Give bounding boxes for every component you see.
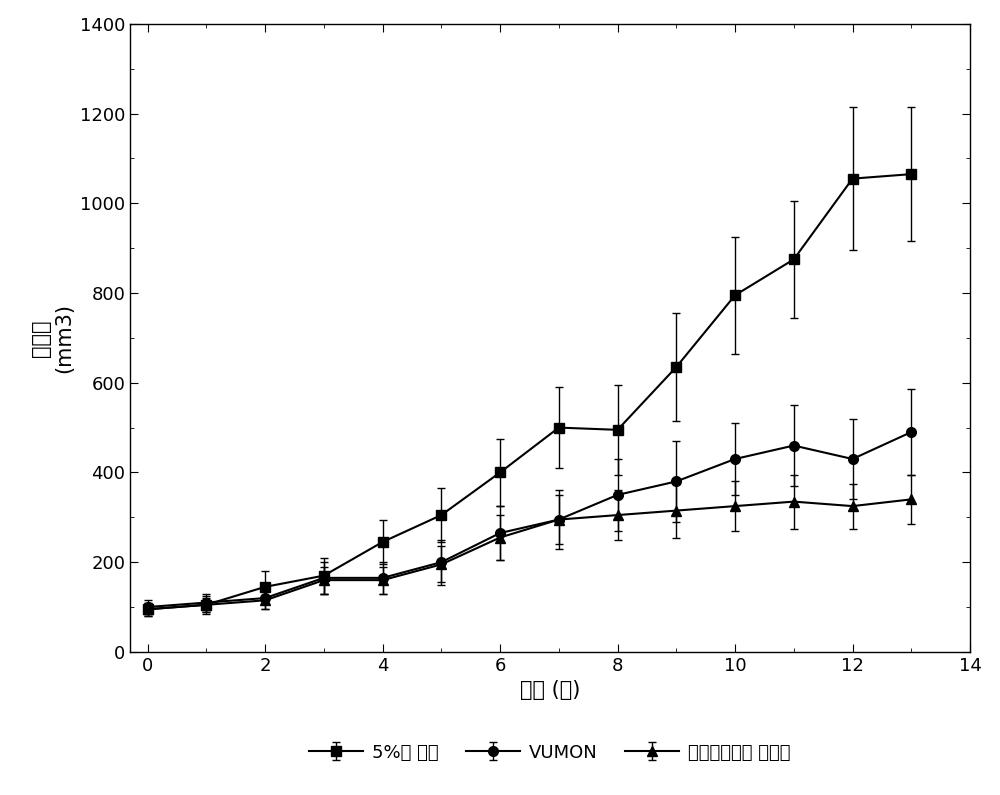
Y-axis label: 瘾体积
(mm3): 瘾体积 (mm3) xyxy=(31,303,74,373)
Legend: 5%葡 葡糖, VUMON, 替尼泊苷纳米 混悬剂: 5%葡 葡糖, VUMON, 替尼泊苷纳米 混悬剂 xyxy=(302,736,798,769)
X-axis label: 时间 (天): 时间 (天) xyxy=(520,681,580,700)
